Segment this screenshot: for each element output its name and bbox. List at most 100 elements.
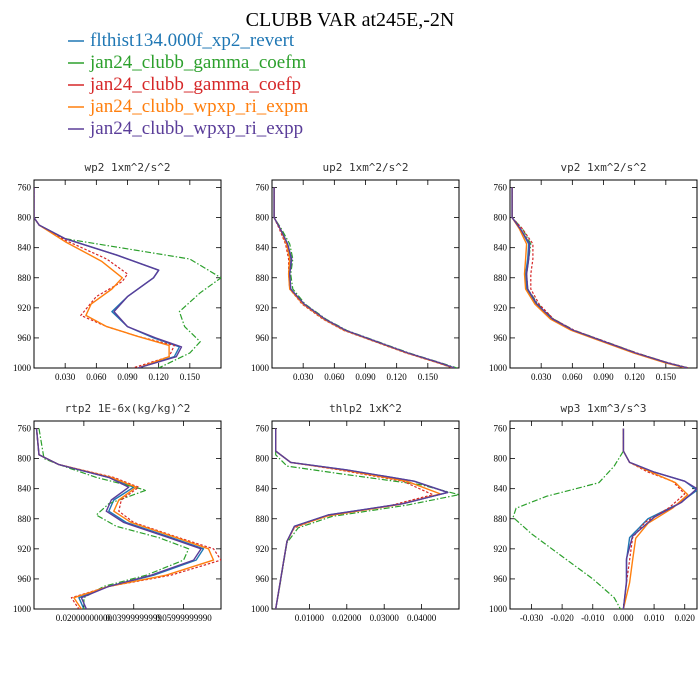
y-tick-label: 840 [494, 243, 508, 253]
x-tick-label: -0.020 [550, 613, 574, 623]
y-tick-label: 800 [494, 454, 508, 464]
legend: flthist134.000f_xp2_revertjan24_clubb_ga… [68, 30, 309, 139]
y-tick-label: 880 [494, 273, 508, 283]
y-tick-label: 920 [256, 303, 270, 313]
x-tick-label: 0.02000000000 [56, 613, 113, 623]
series-line [275, 428, 449, 609]
panel-title: wp3 1xm^3/s^3 [560, 402, 646, 415]
x-tick-label: 0.090 [593, 372, 614, 382]
y-tick-label: 960 [18, 574, 32, 584]
x-tick-label: 0.03999999999 [106, 613, 163, 623]
y-tick-label: 880 [18, 273, 32, 283]
panel: wp3 1xm^3/s^3 760 800 840 880 920 960 1000 -0.03… [489, 402, 698, 623]
y-tick-label: 800 [256, 454, 270, 464]
series-group [35, 428, 221, 609]
panel: up2 1xm^2/s^2 760 800 840 880 920 960 1000 0.030… [251, 161, 460, 382]
series-line [38, 428, 190, 609]
panel: thlp2 1xK^2 760 800 840 880 920 960 1000 0.01000… [251, 402, 460, 623]
y-tick-label: 960 [494, 574, 508, 584]
x-tick-label: -0.030 [520, 613, 544, 623]
series-group [512, 428, 697, 609]
legend-label: jan24_clubb_wpxp_ri_expp [89, 118, 303, 139]
y-tick-label: 840 [256, 484, 270, 494]
x-tick-label: 0.120 [387, 372, 408, 382]
series-line [273, 187, 458, 368]
series-group [511, 187, 689, 368]
x-tick-label: 0.030 [531, 372, 552, 382]
legend-entry: jan24_clubb_gamma_coefm [68, 52, 307, 73]
y-tick-label: 880 [18, 514, 32, 524]
panel-title: rtp2 1E-6x(kg/kg)^2 [65, 402, 191, 415]
y-tick-label: 840 [494, 484, 508, 494]
y-tick-label: 760 [256, 183, 270, 193]
y-tick-label: 1000 [13, 363, 32, 373]
x-tick-label: 0.150 [418, 372, 439, 382]
x-tick-label: -0.010 [581, 613, 605, 623]
series-line [34, 187, 183, 368]
y-tick-label: 920 [256, 544, 270, 554]
series-group [34, 187, 221, 368]
y-tick-label: 920 [494, 303, 508, 313]
y-tick-label: 1000 [489, 604, 508, 614]
y-tick-label: 800 [18, 213, 32, 223]
y-tick-label: 880 [256, 514, 270, 524]
x-tick-label: 0.150 [656, 372, 677, 382]
y-tick-label: 1000 [13, 604, 32, 614]
y-tick-label: 760 [18, 183, 32, 193]
y-tick-label: 840 [18, 484, 32, 494]
plot-frame [33, 420, 222, 610]
series-line [622, 428, 686, 609]
y-tick-label: 880 [494, 514, 508, 524]
legend-entry: jan24_clubb_wpxp_ri_expp [68, 118, 303, 139]
y-tick-label: 800 [256, 213, 270, 223]
x-tick-label: 0.01000 [295, 613, 325, 623]
y-tick-label: 760 [494, 183, 508, 193]
x-tick-label: 0.04000 [407, 613, 437, 623]
y-tick-label: 1000 [489, 363, 508, 373]
x-tick-label: 0.000 [613, 613, 634, 623]
series-line [35, 428, 202, 609]
y-tick-label: 960 [256, 333, 270, 343]
plot-frame [33, 179, 222, 369]
panel: vp2 1xm^2/s^2 760 800 840 880 920 960 1000 0.030… [489, 161, 698, 382]
series-line [511, 187, 688, 368]
x-tick-label: 0.060 [86, 372, 107, 382]
panel: wp2 1xm^2/s^2 760 800 840 880 920 960 1000 0.030… [13, 161, 222, 382]
y-tick-label: 840 [256, 243, 270, 253]
plot-frame [509, 420, 698, 610]
x-tick-label: 0.03000 [370, 613, 400, 623]
y-tick-label: 920 [494, 544, 508, 554]
panel-title: up2 1xm^2/s^2 [322, 161, 408, 174]
x-tick-label: 0.030 [55, 372, 76, 382]
y-tick-label: 760 [494, 424, 508, 434]
y-tick-label: 920 [18, 303, 32, 313]
x-tick-label: 0.120 [625, 372, 646, 382]
plot-frame [509, 179, 698, 369]
y-tick-label: 960 [494, 333, 508, 343]
panel-title: thlp2 1xK^2 [329, 402, 402, 415]
y-tick-label: 1000 [251, 363, 270, 373]
legend-entry: flthist134.000f_xp2_revert [68, 30, 295, 51]
x-tick-label: 0.120 [149, 372, 170, 382]
x-tick-label: 0.090 [355, 372, 376, 382]
panel-title: wp2 1xm^2/s^2 [84, 161, 170, 174]
panels: wp2 1xm^2/s^2 760 800 840 880 920 960 1000 0.030… [13, 161, 698, 623]
y-tick-label: 920 [18, 544, 32, 554]
x-tick-label: 0.05999999990 [155, 613, 212, 623]
series-group [275, 428, 459, 609]
plot-frame [271, 420, 460, 610]
panel-title: vp2 1xm^2/s^2 [560, 161, 646, 174]
series-line [273, 187, 456, 368]
x-tick-label: 0.020 [675, 613, 696, 623]
y-tick-label: 800 [494, 213, 508, 223]
y-tick-label: 760 [18, 424, 32, 434]
y-tick-label: 840 [18, 243, 32, 253]
series-line [512, 428, 624, 609]
legend-label: jan24_clubb_gamma_coefm [89, 52, 307, 73]
x-tick-label: 0.090 [117, 372, 138, 382]
x-tick-label: 0.060 [562, 372, 583, 382]
panel: rtp2 1E-6x(kg/kg)^2 760 800 840 880 920 960 100… [13, 402, 222, 623]
x-tick-label: 0.060 [324, 372, 345, 382]
series-line [622, 428, 697, 609]
